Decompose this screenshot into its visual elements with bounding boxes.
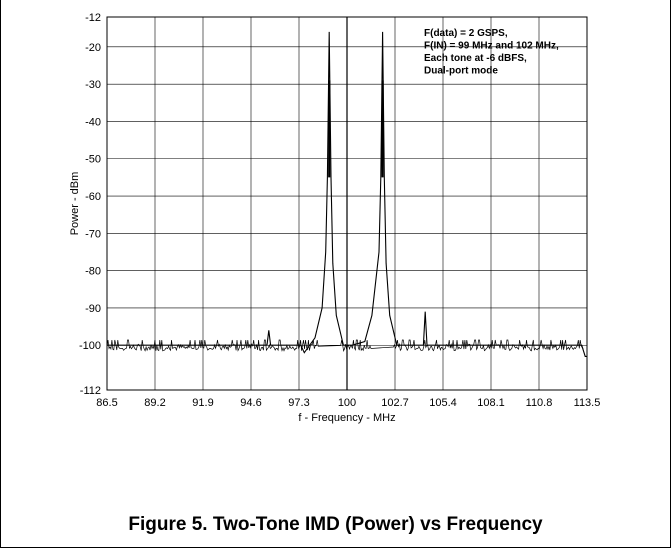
x-tick-label: 86.5 [96,397,117,409]
y-tick-label: -20 [85,42,101,54]
plot-border [106,16,588,391]
x-tick-label: 105.4 [429,397,457,409]
x-tick-label: 113.5 [574,397,601,409]
chart-annotation-line: Each tone at -6 dBFS, [424,53,527,64]
noise-floor-trace [106,339,584,352]
figure-caption: Figure 5. Two-Tone IMD (Power) vs Freque… [128,514,543,535]
y-tick-label: -60 [85,191,101,203]
y-axis-title: Power - dBm [69,172,81,236]
chart-annotation-line: F(data) = 2 GSPS, [424,28,508,39]
y-tick-label: -90 [85,303,101,315]
spectrum-trace [107,31,587,357]
y-tick-label: -12 [85,12,101,24]
y-tick-label: -112 [80,385,101,397]
y-tick-label: -50 [85,154,101,166]
x-tick-label: 110.8 [526,397,553,409]
x-tick-label: 100 [338,397,356,409]
chart-annotation-line: F(IN) = 99 MHz and 102 MHz, [424,41,559,52]
y-tick-label: -100 [79,340,101,352]
x-tick-label: 97.3 [288,397,309,409]
x-tick-label: 89.2 [144,397,165,409]
chart-annotation-line: Dual-port mode [424,66,498,77]
x-tick-label: 108.1 [477,397,505,409]
x-tick-label: 91.9 [192,397,213,409]
x-tick-label: 102.7 [381,397,409,409]
y-tick-label: -80 [85,266,101,278]
y-tick-label: -40 [85,116,101,128]
y-tick-label: -70 [85,228,101,240]
y-tick-label: -30 [85,79,101,91]
x-tick-label: 94.6 [240,397,261,409]
x-axis-title: f - Frequency - MHz [298,412,395,424]
